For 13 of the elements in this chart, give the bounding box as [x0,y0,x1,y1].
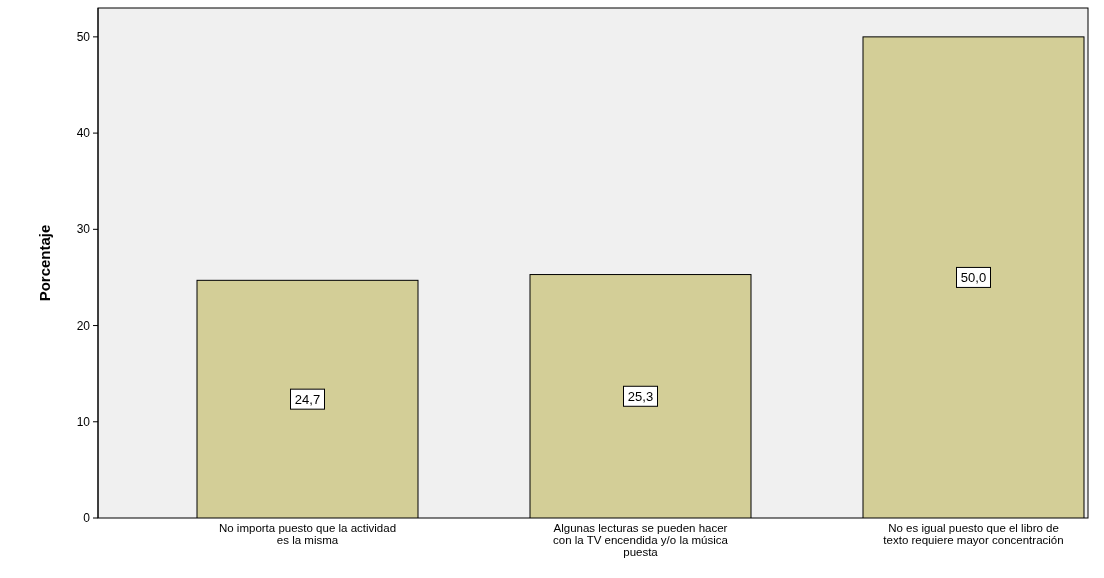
data-label: 50,0 [960,270,987,286]
data-label: 25,3 [627,389,654,405]
y-tick-label: 10 [76,414,91,429]
y-axis-title: Porcentaje [36,224,53,302]
y-tick-label: 40 [76,126,91,141]
y-tick-label: 20 [76,318,91,333]
x-tick-label: No es igual puesto que el libro de texto requiere mayor concentración [883,522,1064,546]
y-tick-label: 30 [76,222,91,237]
x-tick-label: Algunas lecturas se pueden hacer con la TV encendida y/o la música puesta [553,522,729,558]
y-tick-label: 50 [76,29,91,44]
data-label: 24,7 [294,392,321,408]
x-tick-label: No importa puesto que la actividad es la misma [218,522,397,546]
y-tick-label: 0 [83,511,91,525]
